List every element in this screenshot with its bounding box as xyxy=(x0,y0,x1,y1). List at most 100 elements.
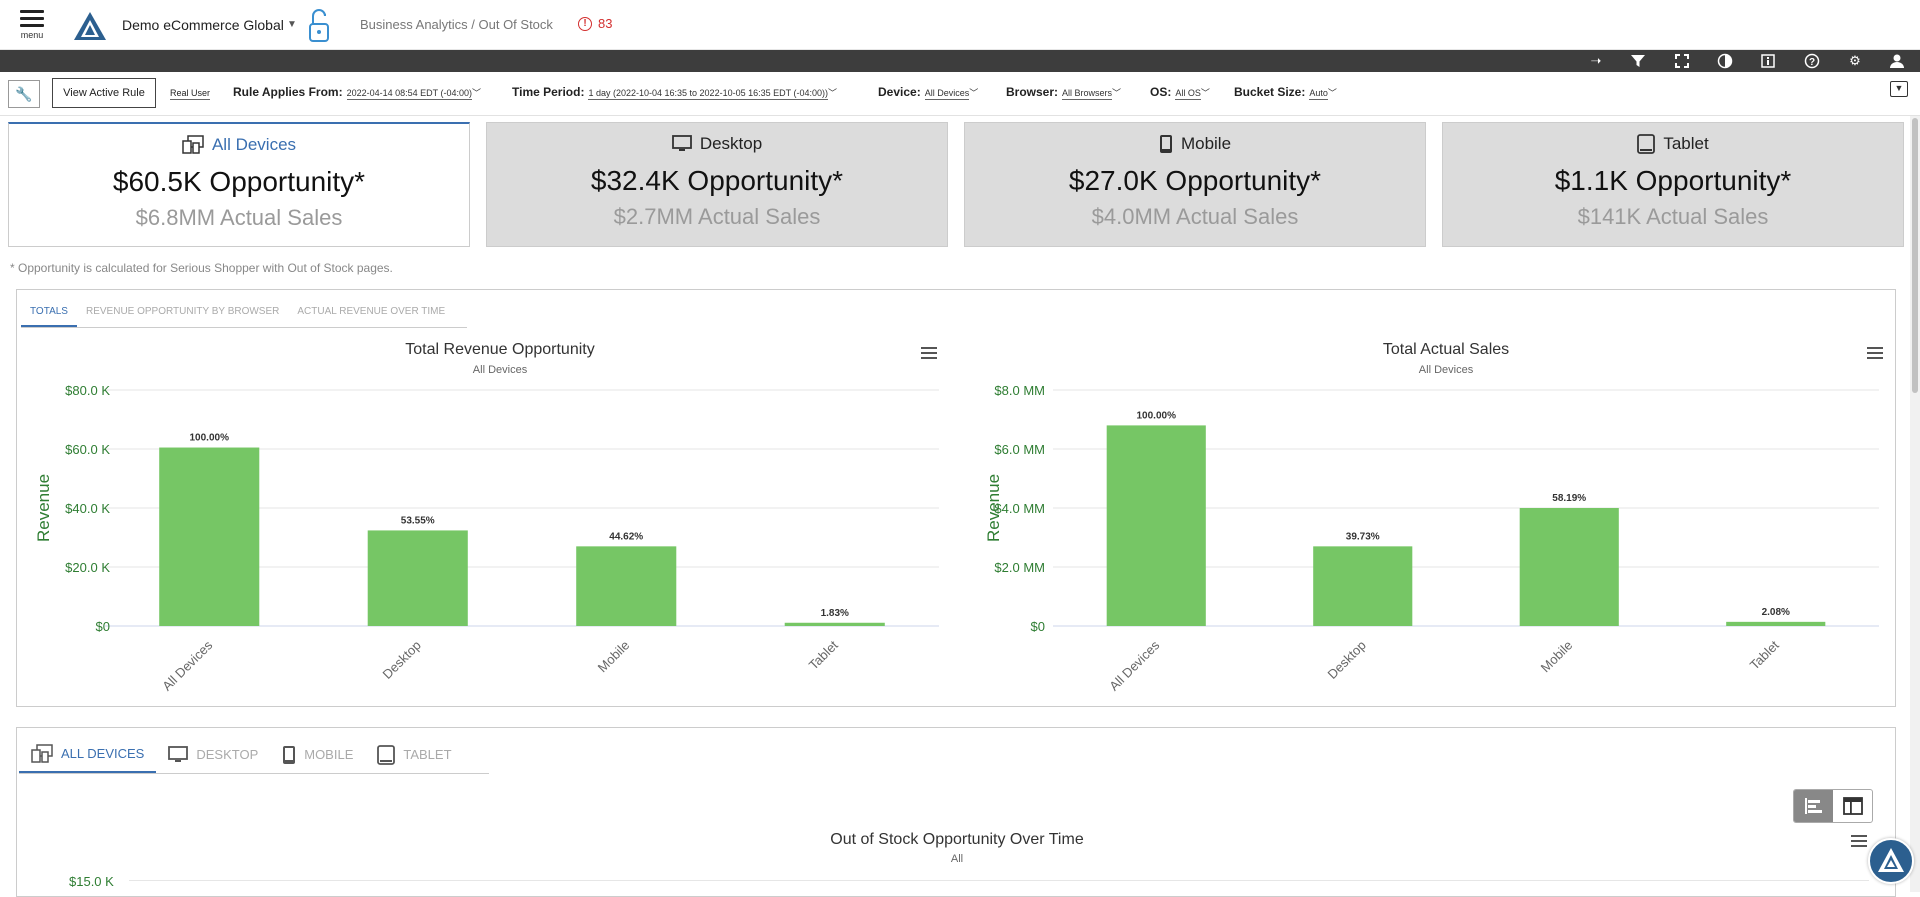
x-tick-label: Mobile xyxy=(1538,638,1576,676)
data-label: 2.08% xyxy=(1762,607,1790,618)
contrast-icon[interactable] xyxy=(1717,53,1733,69)
bucket-size-filter[interactable]: Bucket Size: Auto﹀ xyxy=(1234,85,1337,100)
chevron-down-icon: ▼ xyxy=(1894,83,1904,93)
desktop-icon xyxy=(671,135,692,151)
browser-filter[interactable]: Browser: All Browsers﹀ xyxy=(1006,85,1122,100)
chart-subtitle: All xyxy=(950,853,964,865)
filter-icon[interactable] xyxy=(1630,53,1646,69)
data-label: 100.00% xyxy=(190,433,230,444)
help-icon[interactable]: ? xyxy=(1804,53,1820,69)
x-tick-label: Mobile xyxy=(595,638,633,676)
y-tick-label: $4.0 MM xyxy=(994,501,1045,516)
tab-mobile[interactable]: MOBILE xyxy=(270,736,365,773)
chat-button[interactable] xyxy=(1868,838,1914,884)
desktop-icon xyxy=(168,745,189,762)
y-tick-label: $60.0 K xyxy=(65,442,110,457)
revenue-opportunity-chart: $0 $20.0 K $40.0 K $60.0 K $80.0 K Revenue 100… xyxy=(34,383,939,694)
rule-applies-filter[interactable]: Rule Applies From: 2022-04-14 08:54 EDT (… xyxy=(233,85,482,100)
menu-button[interactable]: menu xyxy=(18,10,46,46)
breadcrumb: Business Analytics / Out Of Stock xyxy=(360,17,553,32)
y-tick-label: $8.0 MM xyxy=(994,383,1045,398)
pin-icon[interactable]: ➝ xyxy=(1590,53,1602,68)
bar xyxy=(1106,425,1206,626)
wrench-button[interactable]: 🔧 xyxy=(8,80,40,108)
card-title: Mobile xyxy=(1180,134,1232,153)
bar xyxy=(784,622,885,626)
data-label: 58.19% xyxy=(1552,493,1586,504)
user-icon[interactable] xyxy=(1889,53,1905,69)
info-icon[interactable] xyxy=(1760,53,1776,69)
card-actual-sales: $2.7MM Actual Sales xyxy=(613,204,821,229)
data-label: 53.55% xyxy=(401,515,435,526)
chart-subtitle: All Devices xyxy=(472,364,528,376)
opportunity-over-time-panel: ALL DEVICES DESKTOP MOBILE TABLET Out of… xyxy=(16,727,1896,897)
tab-tablet[interactable]: TABLET xyxy=(365,736,463,773)
card-opportunity: $27.0K Opportunity* xyxy=(1068,165,1322,196)
settings-icon[interactable]: ⚙ xyxy=(1849,53,1861,68)
y-tick-label: $0 xyxy=(1031,619,1045,634)
y-axis-label: Revenue xyxy=(984,474,1003,542)
table-icon xyxy=(1842,797,1863,815)
chart-title: Out of Stock Opportunity Over Time xyxy=(830,831,1084,848)
y-tick-label: $15.0 K xyxy=(69,874,114,889)
gridline xyxy=(129,880,1869,881)
all-devices-icon xyxy=(182,135,204,154)
collapse-button[interactable]: ▼ xyxy=(1890,81,1908,97)
caret-down-icon[interactable]: ▼ xyxy=(287,19,297,30)
view-active-rule-button[interactable]: View Active Rule xyxy=(52,78,156,108)
chart-tabs: TOTALS REVENUE OPPORTUNITY BY BROWSER AC… xyxy=(21,296,467,328)
company-selector[interactable]: Demo eCommerce Global xyxy=(122,17,284,33)
real-user-selector[interactable]: Real User xyxy=(170,88,211,100)
os-filter[interactable]: OS: All OS﹀ xyxy=(1150,85,1210,100)
card-title: All Devices xyxy=(211,135,297,154)
x-tick-label: Desktop xyxy=(380,638,424,682)
tab-totals[interactable]: TOTALS xyxy=(21,296,77,327)
card-desktop[interactable]: Desktop $32.4K Opportunity* $2.7MM Actua… xyxy=(486,122,948,247)
card-all-devices[interactable]: All Devices $60.5K Opportunity* $6.8MM A… xyxy=(8,122,470,247)
tab-all-devices[interactable]: ALL DEVICES xyxy=(19,736,157,773)
tab-desktop[interactable]: DESKTOP xyxy=(156,736,270,773)
logo-icon xyxy=(1878,848,1904,872)
y-tick-label: $0 xyxy=(96,619,110,634)
tablet-icon xyxy=(377,744,396,765)
card-opportunity: $60.5K Opportunity* xyxy=(112,166,366,197)
bar xyxy=(1313,546,1413,626)
charts-panel: TOTALS REVENUE OPPORTUNITY BY BROWSER AC… xyxy=(16,289,1896,707)
unlock-icon[interactable] xyxy=(307,8,331,44)
x-tick-label: Tablet xyxy=(1747,637,1782,672)
mobile-icon xyxy=(1159,135,1172,153)
tab-revenue-by-browser[interactable]: REVENUE OPPORTUNITY BY BROWSER xyxy=(85,306,280,317)
data-label: 39.73% xyxy=(1346,531,1380,542)
chart-menu-icon[interactable] xyxy=(921,347,937,361)
card-opportunity: $32.4K Opportunity* xyxy=(590,165,844,196)
card-actual-sales: $141K Actual Sales xyxy=(1577,204,1769,229)
fullscreen-icon[interactable] xyxy=(1674,53,1690,69)
card-opportunity: $1.1K Opportunity* xyxy=(1554,165,1792,196)
time-period-filter[interactable]: Time Period: 1 day (2022-10-04 16:35 to 2… xyxy=(512,85,837,100)
card-title: Tablet xyxy=(1663,134,1709,153)
bar-chart-icon xyxy=(1804,798,1822,814)
card-tablet[interactable]: Tablet $1.1K Opportunity* $141K Actual S… xyxy=(1442,122,1904,247)
table-view-button[interactable] xyxy=(1833,790,1872,822)
y-tick-label: $40.0 K xyxy=(65,501,110,516)
card-title: Desktop xyxy=(699,134,763,153)
y-tick-label: $80.0 K xyxy=(65,383,110,398)
chart-menu-icon[interactable] xyxy=(1851,835,1867,849)
alert-icon: ! xyxy=(578,16,592,31)
device-tabs: ALL DEVICES DESKTOP MOBILE TABLET xyxy=(19,736,489,774)
data-label: 1.83% xyxy=(821,608,849,619)
device-filter[interactable]: Device: All Devices﹀ xyxy=(878,85,979,100)
alert-indicator[interactable]: ! 83 xyxy=(578,16,612,31)
chart-menu-icon[interactable] xyxy=(1867,347,1883,361)
chart-title: Total Revenue Opportunity xyxy=(405,341,595,358)
data-label: 100.00% xyxy=(1137,410,1177,421)
page-scrollbar[interactable] xyxy=(1910,116,1920,892)
bar xyxy=(1519,508,1619,626)
card-mobile[interactable]: Mobile $27.0K Opportunity* $4.0MM Actual… xyxy=(964,122,1426,247)
tab-actual-revenue-over-time[interactable]: ACTUAL REVENUE OVER TIME xyxy=(297,306,446,317)
y-tick-label: $6.0 MM xyxy=(994,442,1045,457)
x-tick-label: All Devices xyxy=(1106,637,1162,693)
svg-text:?: ? xyxy=(1809,57,1815,68)
chart-view-button[interactable] xyxy=(1794,790,1833,822)
menu-label: menu xyxy=(20,30,44,40)
